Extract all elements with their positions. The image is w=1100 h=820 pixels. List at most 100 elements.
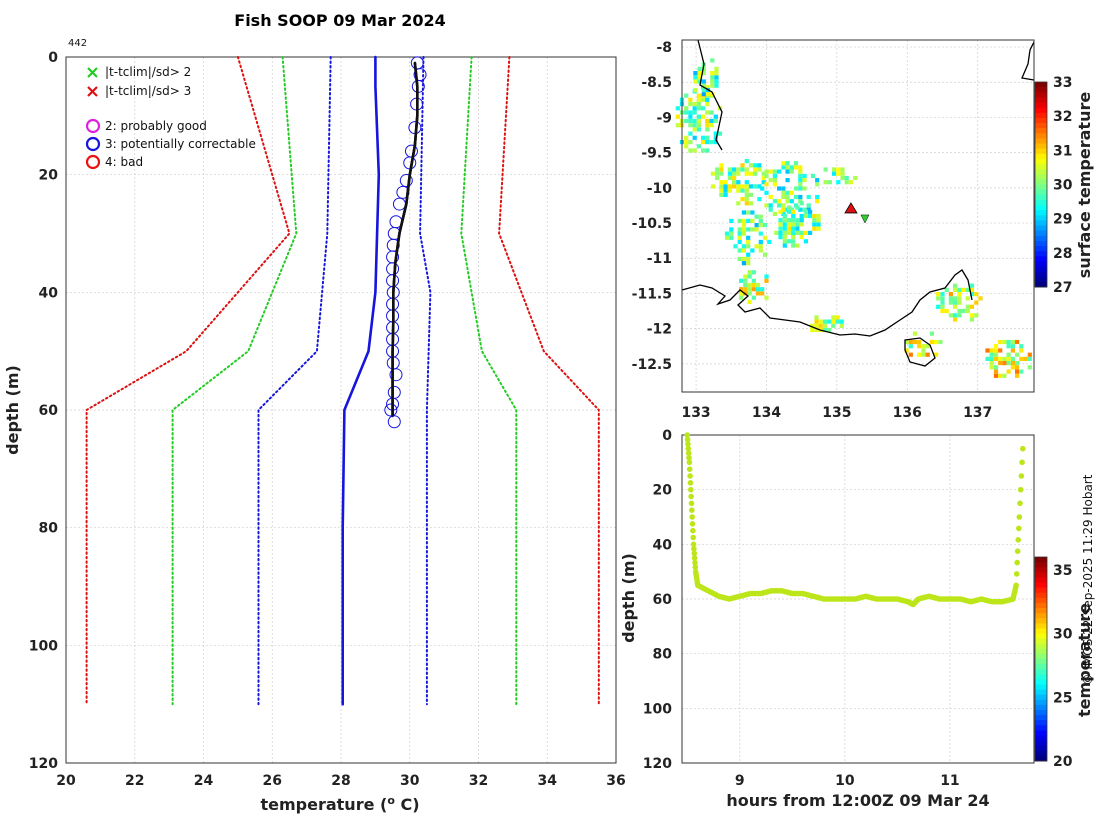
sst-colorbar-segment <box>1035 107 1047 114</box>
sst-cell <box>785 190 790 195</box>
sst-cell <box>732 180 737 185</box>
sst-cell <box>696 106 701 111</box>
sst-cell <box>815 182 820 187</box>
track-ytick-label: 120 <box>643 756 672 772</box>
flag3-point <box>392 197 406 211</box>
sst-cell <box>940 308 945 314</box>
sst-cell <box>713 114 718 119</box>
sst-cell <box>693 71 698 76</box>
sst-cell <box>724 231 730 236</box>
sst-cell <box>781 194 786 200</box>
sst-cell <box>777 199 782 204</box>
sst-cell <box>747 291 752 296</box>
temperature-colorbar-segment <box>1035 659 1047 665</box>
sst-cell <box>814 319 819 324</box>
track-point <box>684 436 691 443</box>
sst-cell <box>696 102 701 107</box>
sst-cell <box>1006 361 1011 366</box>
sst-cell <box>761 171 766 176</box>
track-ytick-label: 20 <box>653 483 673 499</box>
sst-cell <box>831 323 836 328</box>
sst-cell <box>940 304 945 309</box>
sst-cell <box>746 244 751 249</box>
profile-ytick-label: 40 <box>39 285 59 301</box>
sst-cell <box>793 194 799 200</box>
sst-cell <box>717 131 723 136</box>
sst-cell <box>989 348 994 353</box>
sst-cell <box>806 203 811 208</box>
sst-cell <box>763 252 768 257</box>
sst-cell <box>810 323 815 328</box>
sst-cell <box>961 308 966 314</box>
sst-cell <box>768 194 773 200</box>
sst-cell <box>764 182 769 187</box>
sst-cell <box>921 352 926 357</box>
sst-colorbar-segment <box>1035 235 1047 242</box>
sst-cell <box>799 201 804 206</box>
sst-cell <box>714 71 719 76</box>
profile-xtick-label: 24 <box>194 773 214 789</box>
profile-ytick-label: 120 <box>29 756 58 772</box>
sst-cell <box>929 331 934 336</box>
sst-cell <box>736 201 741 206</box>
sst-colorbar-tick: 33 <box>1053 75 1072 91</box>
sst-cell <box>710 75 715 80</box>
sst-cell <box>740 188 745 193</box>
sst-cell <box>925 352 930 357</box>
sst-colorbar-segment <box>1035 261 1047 267</box>
sst-cell <box>729 227 734 232</box>
sst-cell <box>746 210 751 215</box>
sst-cell <box>714 75 719 80</box>
sst-cell <box>710 71 715 76</box>
profile-xtick-label: 32 <box>469 773 488 789</box>
profile-xlabel: temperature (o C) <box>260 794 419 814</box>
sst-colorbar-segment <box>1035 230 1047 237</box>
sst-cell <box>729 231 734 236</box>
sst-cell <box>818 323 823 328</box>
sst-cell <box>789 190 794 195</box>
temperature-colorbar-segment <box>1035 715 1047 721</box>
sst-cell <box>740 197 745 202</box>
sst-cell <box>969 313 975 318</box>
sst-colorbar-segment <box>1035 240 1047 247</box>
sst-cell <box>993 356 999 361</box>
sst-cell <box>743 287 748 292</box>
sst-cell <box>746 227 751 232</box>
sst-cell <box>713 118 718 123</box>
sst-colorbar-segment <box>1035 92 1047 98</box>
sst-colorbar-segment <box>1035 112 1047 119</box>
sst-cell <box>709 118 714 123</box>
sst-cell <box>748 171 754 176</box>
sst-cell <box>684 106 689 111</box>
temperature-colorbar-segment <box>1035 643 1047 650</box>
legend-x-marker-1 <box>87 86 98 97</box>
track-point <box>689 507 695 513</box>
coastline-south <box>681 269 973 337</box>
sst-cell <box>798 182 803 187</box>
sst-cell <box>709 110 714 115</box>
sst-cell <box>758 223 763 228</box>
sst-cell <box>1002 373 1007 378</box>
sst-cell <box>808 230 813 235</box>
sst-cell <box>723 188 728 193</box>
sst-cell <box>798 165 803 170</box>
sst-cell <box>701 114 706 119</box>
sst-cell <box>832 167 837 172</box>
map-ytick-label: -11.5 <box>632 286 672 302</box>
sst-cell <box>840 167 845 172</box>
track-ylabel: depth (m) <box>619 553 638 643</box>
sst-cell <box>840 175 845 181</box>
sst-cell <box>713 131 718 136</box>
series-clim-3sd-high <box>498 56 600 706</box>
sst-cell <box>732 184 737 189</box>
map-xtick-label: 134 <box>752 405 781 421</box>
flag3-point <box>384 403 398 417</box>
sst-colorbar: 27 28 29 30 31 32 33 <box>1034 75 1073 296</box>
sst-cell <box>696 144 701 149</box>
track-point <box>692 564 699 570</box>
track-point <box>690 527 696 534</box>
sst-cell <box>998 348 1003 353</box>
sst-cell <box>802 173 807 178</box>
sst-cell <box>989 361 994 366</box>
sst-cell <box>740 184 745 189</box>
